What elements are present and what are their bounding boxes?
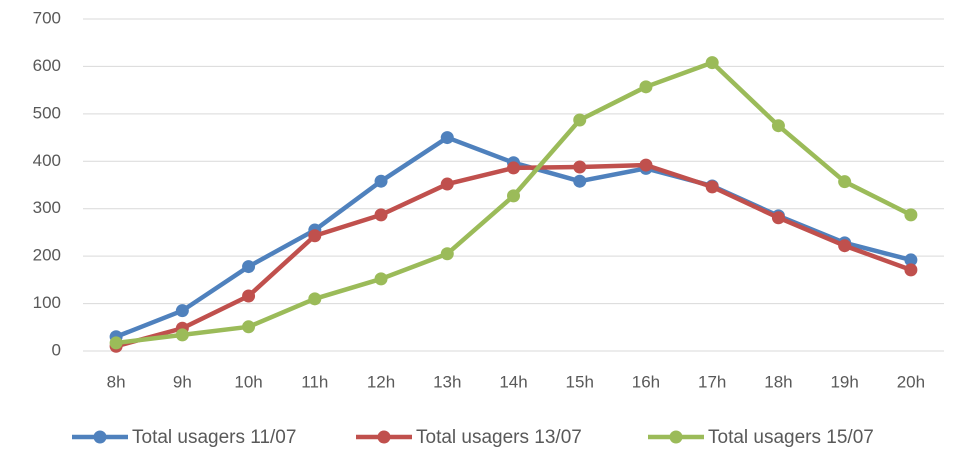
x-tick-label: 15h [566, 372, 594, 391]
data-point [374, 174, 388, 188]
data-point [440, 131, 454, 145]
x-tick-label: 13h [433, 372, 461, 391]
legend-label: Total usagers 13/07 [416, 427, 582, 448]
data-point [705, 56, 719, 70]
data-point [507, 161, 520, 175]
data-point [242, 320, 256, 334]
data-point [440, 247, 454, 261]
data-point [904, 208, 918, 222]
data-point [308, 292, 322, 306]
data-point [573, 174, 587, 188]
y-tick-label: 100 [33, 293, 61, 312]
x-tick-label: 16h [632, 372, 660, 391]
x-tick-label: 9h [173, 372, 192, 391]
legend-marker [93, 430, 107, 444]
data-point [838, 239, 852, 253]
y-tick-label: 300 [33, 198, 61, 217]
data-point [242, 289, 256, 303]
y-tick-label: 200 [33, 246, 61, 265]
data-point [175, 328, 189, 342]
data-point [838, 175, 852, 189]
x-tick-label: 10h [234, 372, 262, 391]
data-point [771, 119, 785, 133]
legend-marker [669, 430, 683, 444]
data-point [507, 189, 520, 203]
data-point [639, 80, 653, 94]
y-tick-label: 600 [33, 56, 61, 75]
legend-label: Total usagers 11/07 [132, 427, 296, 448]
y-tick-label: 500 [33, 103, 61, 122]
y-tick-label: 700 [33, 8, 61, 27]
data-point [573, 160, 587, 174]
data-point [639, 158, 653, 172]
data-point [242, 260, 256, 274]
data-point [374, 272, 388, 286]
y-tick-label: 400 [33, 151, 61, 170]
x-tick-label: 11h [301, 372, 328, 391]
data-point [904, 263, 918, 277]
x-tick-label: 12h [367, 372, 395, 391]
data-point [175, 304, 189, 318]
x-tick-label: 8h [107, 372, 126, 391]
x-tick-label: 14h [499, 372, 527, 391]
x-tick-label: 18h [764, 372, 792, 391]
legend-marker [377, 430, 391, 444]
data-point [374, 208, 388, 222]
data-point [440, 177, 454, 191]
x-tick-label: 17h [698, 372, 726, 391]
y-tick-label: 0 [52, 340, 61, 359]
data-point [308, 229, 322, 243]
legend-label: Total usagers 15/07 [708, 427, 874, 448]
data-point [705, 180, 719, 194]
data-point [771, 211, 785, 225]
x-tick-label: 20h [897, 372, 925, 391]
x-tick-label: 19h [830, 372, 858, 391]
data-point [904, 253, 918, 267]
data-point [573, 113, 587, 127]
data-point [109, 336, 123, 350]
